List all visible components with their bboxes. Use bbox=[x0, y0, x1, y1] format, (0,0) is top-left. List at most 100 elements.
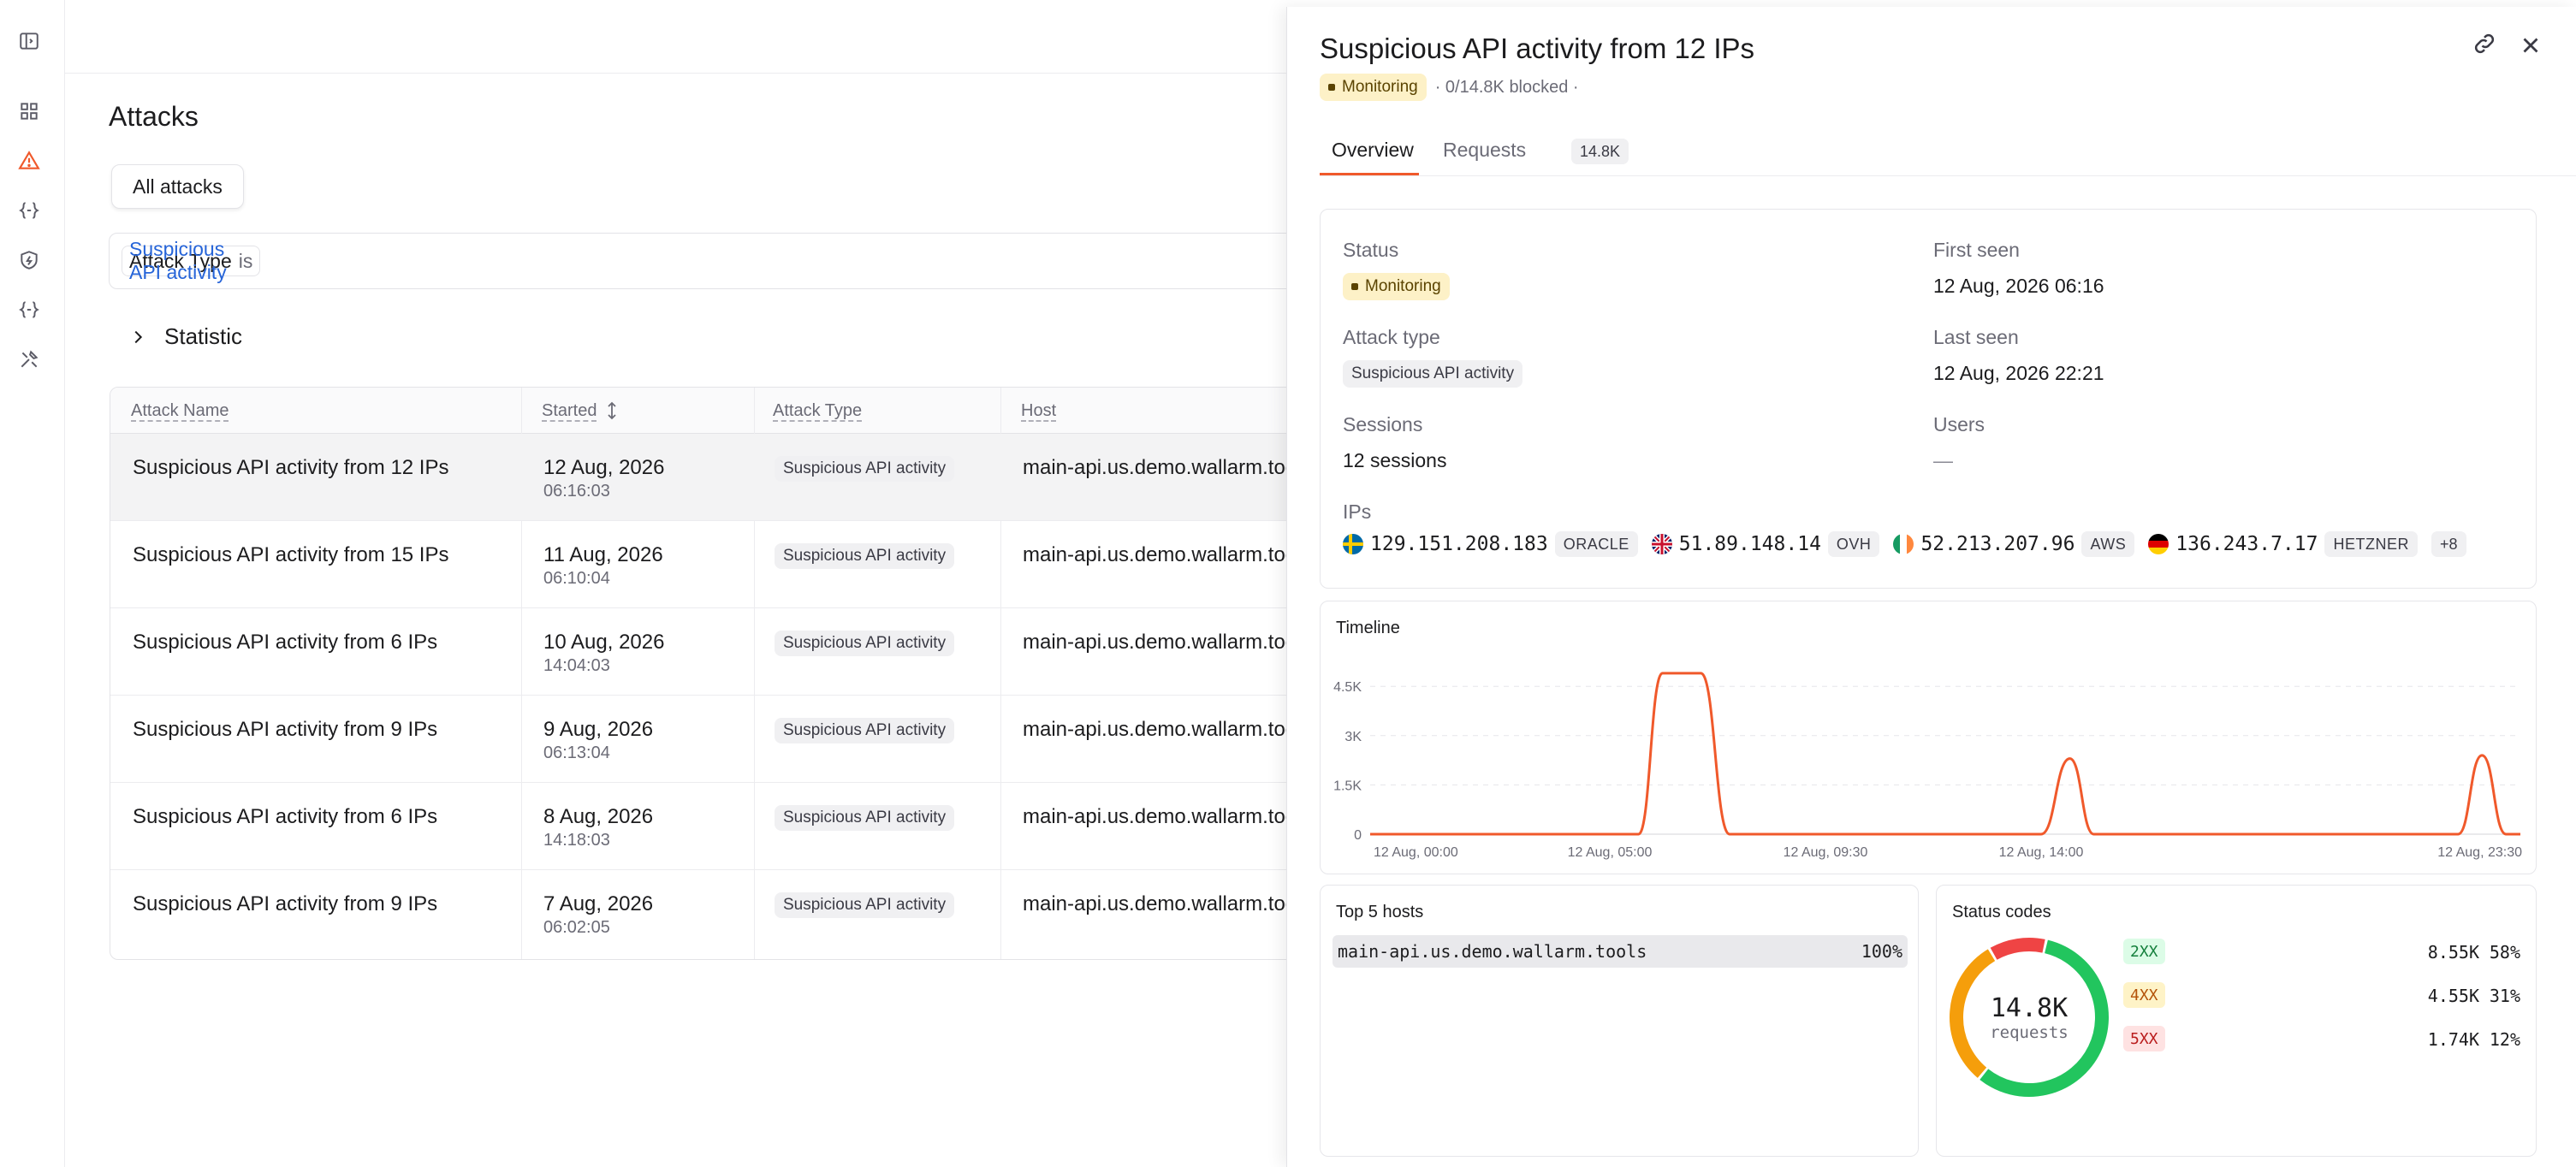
started-date: 9 Aug, 2026 bbox=[543, 718, 654, 741]
attack-details-drawer: Suspicious API activity from 12 IPs Moni… bbox=[1286, 7, 2576, 1167]
table-row[interactable]: Suspicious API activity from 6 IPs 10 Au… bbox=[110, 608, 1392, 696]
uk-flag-icon bbox=[1651, 534, 1672, 554]
started-time: 06:02:05 bbox=[543, 918, 610, 937]
status-code-row-4xx[interactable]: 4XX 4.55K 31% bbox=[2123, 982, 2520, 1010]
attack-name: Suspicious API activity from 6 IPs bbox=[133, 631, 438, 654]
status-code-percent: 31% bbox=[2489, 986, 2520, 1006]
donut-segment-4xx[interactable] bbox=[1950, 949, 1996, 1078]
status-code-row-5xx[interactable]: 5XX 1.74K 12% bbox=[2123, 1026, 2520, 1053]
first-seen-label: First seen bbox=[1933, 239, 2020, 261]
tab-all-attacks[interactable]: All attacks bbox=[111, 164, 244, 209]
column-header-host[interactable]: Host bbox=[1021, 401, 1057, 420]
table-row[interactable]: Suspicious API activity from 12 IPs 12 A… bbox=[110, 434, 1392, 521]
filter-bar[interactable]: Attack Type is Suspicious API activity bbox=[109, 233, 1375, 289]
host: main-api.us.demo.wallarm.tools bbox=[1023, 892, 1312, 915]
drawer-subtitle: Monitoring · 0/14.8K blocked · bbox=[1320, 74, 1579, 101]
started-time: 06:16:03 bbox=[543, 482, 610, 501]
started-date: 8 Aug, 2026 bbox=[543, 805, 654, 828]
sort-icon[interactable] bbox=[605, 401, 619, 420]
api-braces-icon[interactable] bbox=[17, 298, 41, 322]
attack-name: Suspicious API activity from 6 IPs bbox=[133, 805, 438, 828]
code-braces-icon[interactable] bbox=[17, 198, 41, 222]
ip-address: 51.89.148.14 bbox=[1678, 533, 1821, 555]
tab-requests[interactable]: Requests bbox=[1443, 139, 1527, 161]
blocked-summary: · 0/14.8K blocked · bbox=[1434, 77, 1579, 97]
table-row[interactable]: Suspicious API activity from 15 IPs 11 A… bbox=[110, 521, 1392, 608]
filter-value[interactable]: Suspicious API activity bbox=[129, 238, 227, 283]
x-tick-label: 12 Aug, 05:00 bbox=[1568, 845, 1653, 860]
x-tick-label: 12 Aug, 09:30 bbox=[1784, 845, 1868, 860]
chevron-right-icon bbox=[134, 330, 143, 343]
status-code-count: 4.55K bbox=[2427, 986, 2479, 1006]
ip-item[interactable]: 129.151.208.183 ORACLE bbox=[1343, 531, 1638, 557]
tools-icon[interactable] bbox=[17, 347, 41, 371]
requests-count-badge: 14.8K bbox=[1571, 139, 1629, 164]
host: main-api.us.demo.wallarm.tools bbox=[1023, 718, 1312, 741]
sessions-value[interactable]: 12 sessions bbox=[1343, 449, 1447, 471]
started-time: 14:04:03 bbox=[543, 656, 610, 675]
table-row[interactable]: Suspicious API activity from 9 IPs 9 Aug… bbox=[110, 696, 1392, 783]
started-time: 06:10:04 bbox=[543, 569, 610, 588]
attack-type-chip: Suspicious API activity bbox=[775, 805, 955, 831]
status-value-badge: Monitoring bbox=[1343, 273, 1450, 300]
shield-icon[interactable] bbox=[17, 248, 41, 272]
dashboard-icon[interactable] bbox=[17, 99, 41, 123]
filter-field: Attack Type bbox=[129, 249, 232, 272]
tab-overview[interactable]: Overview bbox=[1332, 139, 1414, 161]
donut-center: 14.8K requests bbox=[1944, 932, 2115, 1103]
ip-item[interactable]: 52.213.207.96 AWS bbox=[1893, 531, 2135, 557]
host-name: main-api.us.demo.wallarm.tools bbox=[1338, 941, 1647, 962]
host: main-api.us.demo.wallarm.tools bbox=[1023, 631, 1312, 654]
host: main-api.us.demo.wallarm.tools bbox=[1023, 456, 1312, 479]
filter-operator: is bbox=[238, 249, 253, 272]
attack-type-chip: Suspicious API activity bbox=[775, 892, 955, 918]
timeline-card: Timeline 0 1.5K 3K 4.5K 12 Aug, 00:00 12 Aug,… bbox=[1320, 601, 2537, 874]
table-row[interactable]: Suspicious API activity from 6 IPs 8 Aug… bbox=[110, 783, 1392, 870]
status-code-chip: 4XX bbox=[2123, 982, 2165, 1008]
ip-provider: HETZNER bbox=[2324, 531, 2418, 557]
host: main-api.us.demo.wallarm.tools bbox=[1023, 805, 1312, 828]
attack-name: Suspicious API activity from 12 IPs bbox=[133, 456, 449, 479]
close-icon[interactable] bbox=[2518, 33, 2543, 58]
last-seen-label: Last seen bbox=[1933, 326, 2019, 348]
statistic-toggle[interactable]: Statistic bbox=[128, 323, 242, 350]
started-date: 7 Aug, 2026 bbox=[543, 892, 654, 915]
status-code-count: 1.74K bbox=[2427, 1029, 2479, 1050]
page-title: Attacks bbox=[109, 101, 199, 132]
status-badge: Monitoring bbox=[1320, 74, 1427, 101]
more-ips-button[interactable]: +8 bbox=[2431, 531, 2466, 557]
filter-chip[interactable]: Attack Type is Suspicious API activity bbox=[122, 238, 261, 283]
total-requests-label: requests bbox=[1990, 1022, 2069, 1042]
started-date: 12 Aug, 2026 bbox=[543, 456, 665, 479]
x-tick-label: 12 Aug, 23:30 bbox=[2437, 845, 2522, 860]
donut-segment-2xx[interactable] bbox=[1979, 939, 2109, 1097]
link-icon[interactable] bbox=[2472, 31, 2497, 56]
host-bar[interactable]: main-api.us.demo.wallarm.tools 100% bbox=[1333, 935, 1908, 968]
status-codes-donut bbox=[1950, 938, 2109, 1097]
attack-name: Suspicious API activity from 15 IPs bbox=[133, 543, 449, 566]
total-requests-value: 14.8K bbox=[1990, 992, 2069, 1023]
started-date: 11 Aug, 2026 bbox=[543, 543, 663, 566]
sidebar-toggle-icon[interactable] bbox=[17, 29, 41, 53]
status-code-row-2xx[interactable]: 2XX 8.55K 58% bbox=[2123, 939, 2520, 966]
drawer-tabs: Overview Requests 14.8K bbox=[1320, 130, 2576, 176]
host: main-api.us.demo.wallarm.tools bbox=[1023, 543, 1312, 566]
status-label: Status bbox=[1343, 239, 1399, 261]
ip-provider: OVH bbox=[1827, 531, 1880, 557]
started-time: 14:18:03 bbox=[543, 831, 610, 850]
ip-item[interactable]: 51.89.148.14 OVH bbox=[1651, 531, 1880, 557]
alert-triangle-icon[interactable] bbox=[17, 149, 41, 173]
x-tick-label: 12 Aug, 00:00 bbox=[1374, 845, 1458, 860]
donut-segment-5xx[interactable] bbox=[1990, 938, 2045, 960]
ip-item[interactable]: 136.243.7.17 HETZNER bbox=[2148, 531, 2418, 557]
drawer-title: Suspicious API activity from 12 IPs bbox=[1320, 33, 1755, 64]
column-header-attack-type[interactable]: Attack Type bbox=[773, 401, 863, 420]
status-code-chip: 2XX bbox=[2123, 939, 2165, 964]
ip-address: 136.243.7.17 bbox=[2175, 533, 2318, 555]
status-code-chip: 5XX bbox=[2123, 1026, 2165, 1051]
column-header-attack-name[interactable]: Attack Name bbox=[131, 401, 229, 420]
table-row[interactable]: Suspicious API activity from 9 IPs 7 Aug… bbox=[110, 870, 1392, 957]
active-tab-indicator bbox=[1320, 173, 1419, 175]
column-header-started[interactable]: Started bbox=[542, 401, 597, 420]
timeline-chart: 0 1.5K 3K 4.5K 12 Aug, 00:00 12 Aug, 05:00 12 … bbox=[1333, 672, 2522, 860]
